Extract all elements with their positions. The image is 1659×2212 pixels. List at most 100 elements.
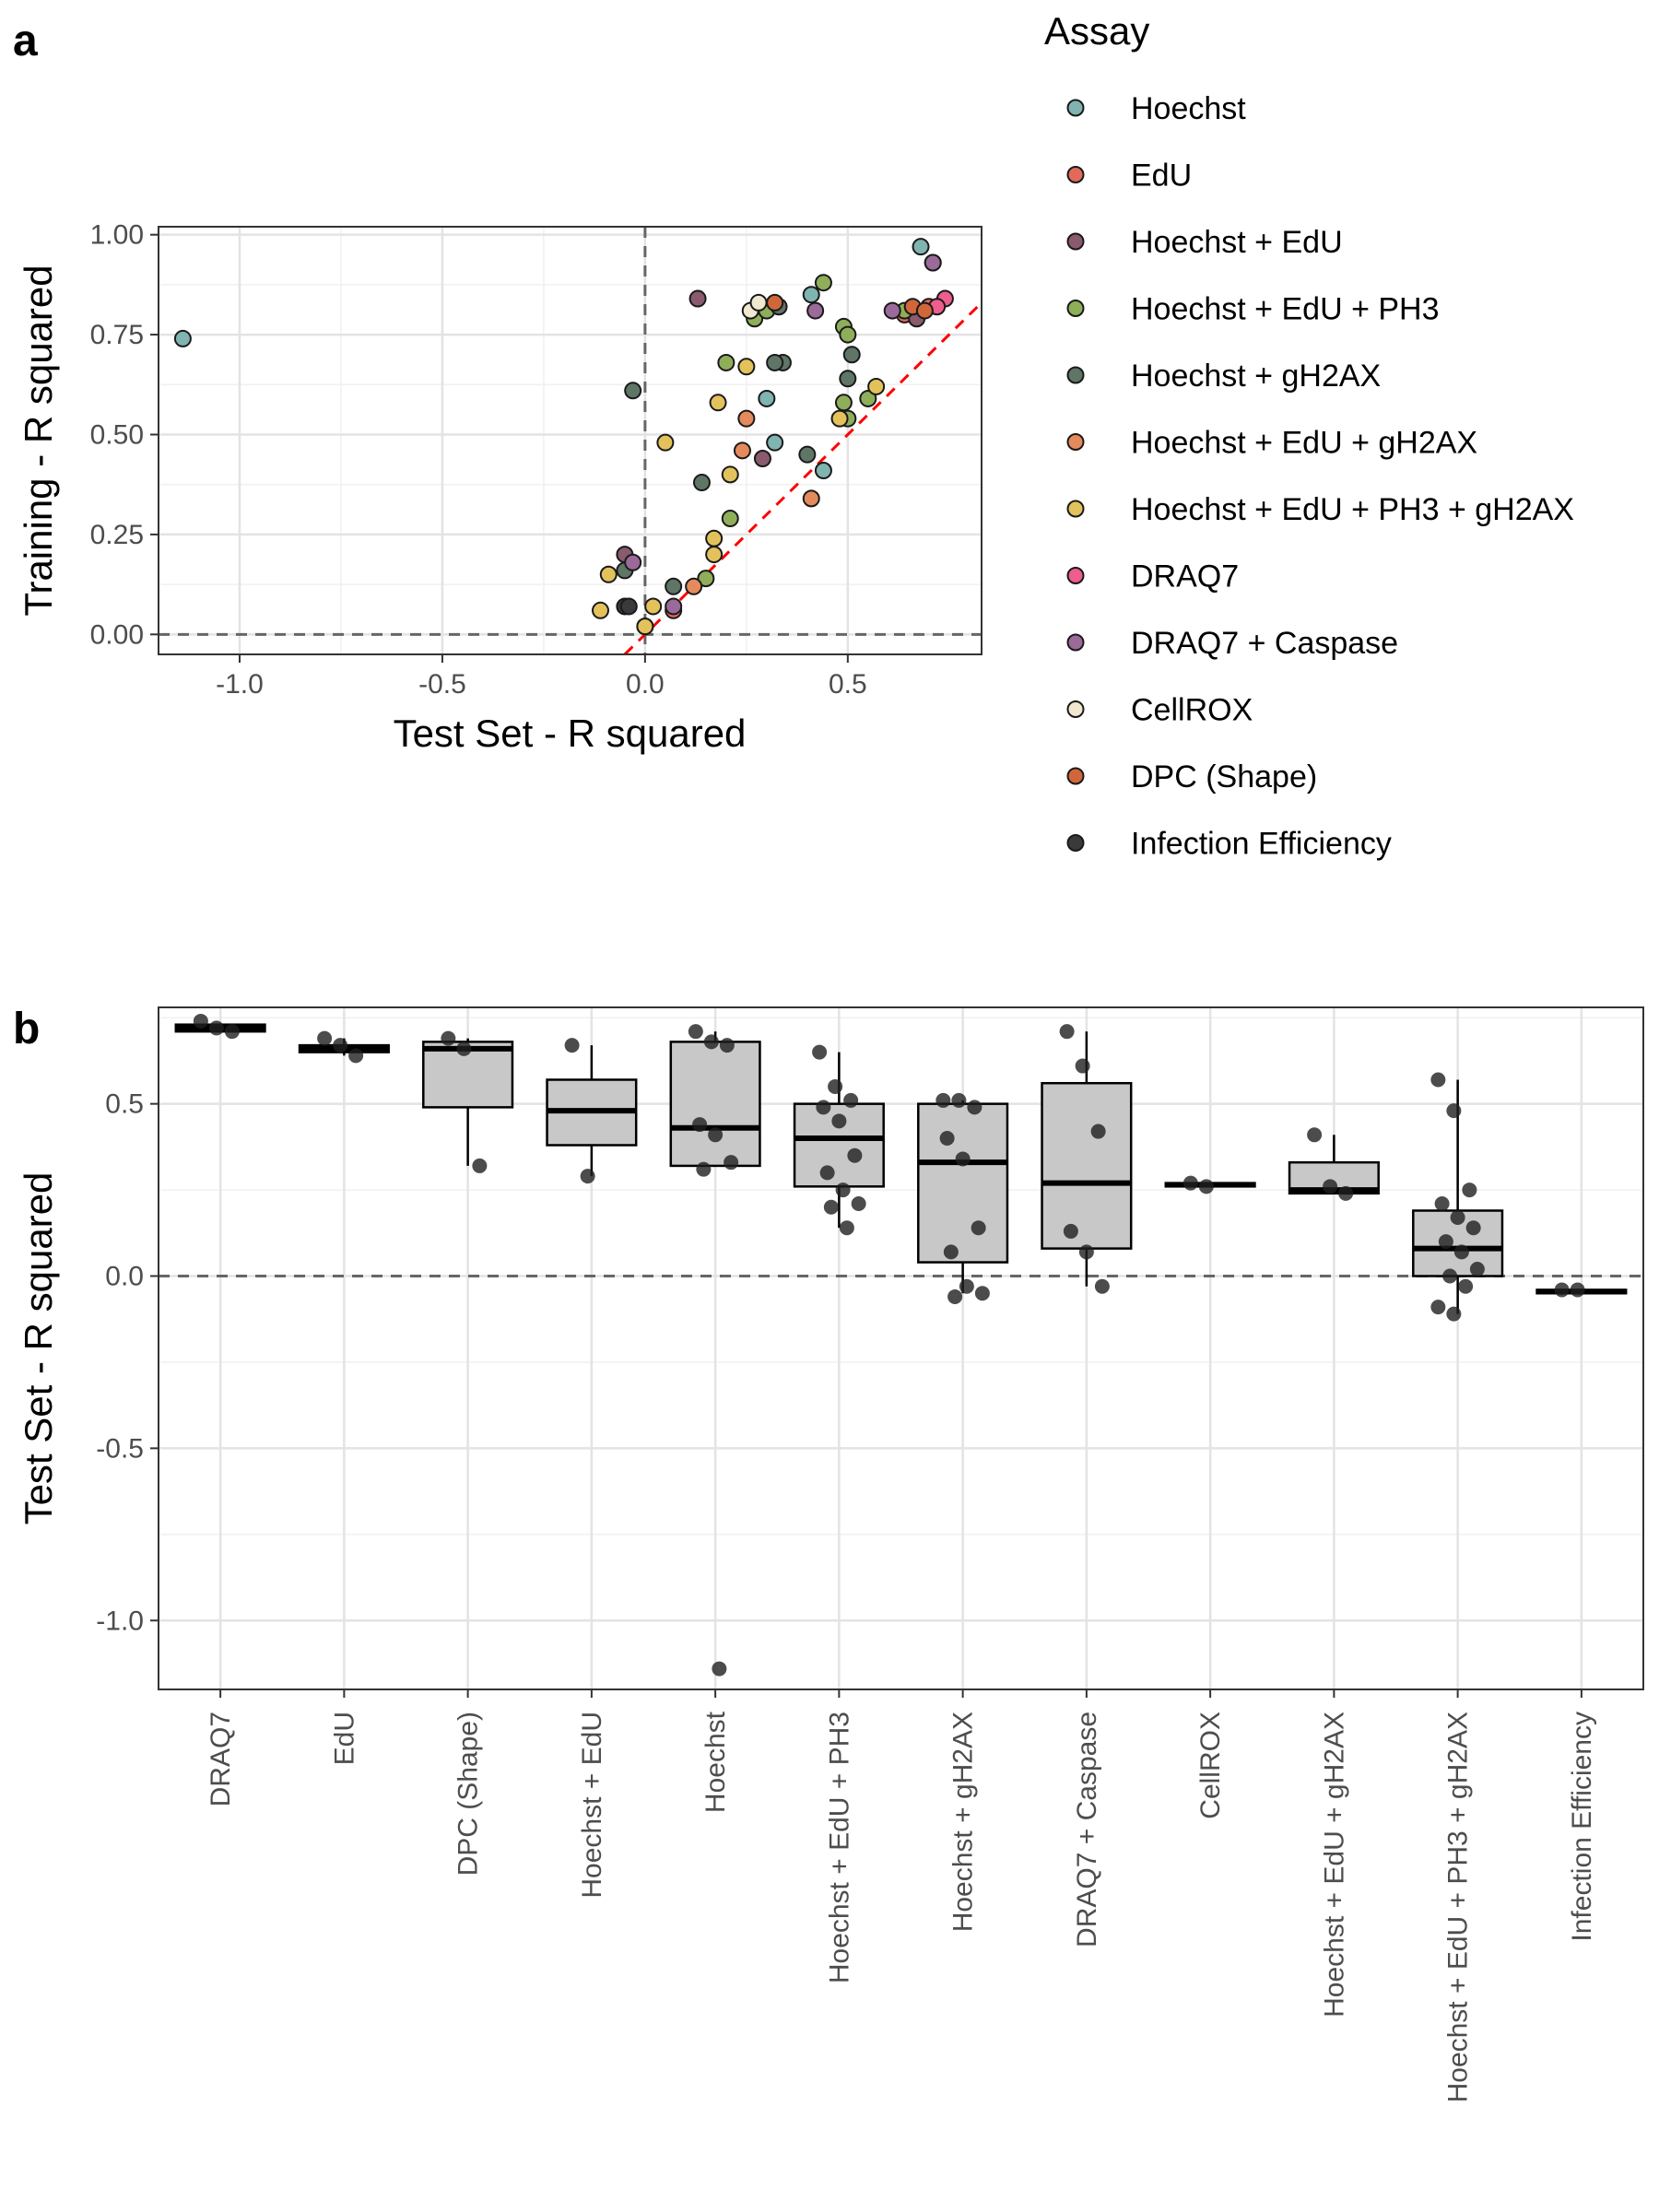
scatter-identity-line <box>623 301 983 656</box>
box-point <box>724 1155 739 1171</box>
box-point <box>1462 1182 1477 1198</box>
box-point <box>1430 1072 1446 1088</box>
box-point <box>1438 1234 1453 1250</box>
box-point <box>812 1044 828 1060</box>
box-point <box>703 1034 719 1050</box>
box <box>669 1031 761 1168</box>
scatter-point <box>814 462 832 480</box>
box-point <box>1182 1175 1198 1191</box>
box-point <box>851 1196 866 1212</box>
boxplot-x-tick-label: DRAQ7 + Caspase <box>1072 1712 1102 1947</box>
legend-swatch <box>1066 232 1085 251</box>
scatter-point <box>766 353 784 371</box>
scatter-point <box>859 389 877 407</box>
box-point <box>564 1038 580 1053</box>
scatter-point <box>798 445 817 464</box>
scatter-panel: -1.0 -0.5 0.0 0.5 0.00 0.25 0.50 0.75 1.00 Test… <box>17 220 983 755</box>
box-point <box>1446 1103 1462 1119</box>
box-point <box>1090 1124 1106 1139</box>
box-point <box>1450 1209 1465 1225</box>
box-point <box>1075 1058 1090 1074</box>
box-point <box>1430 1300 1446 1315</box>
legend-entry-label: DRAQ7 <box>1131 559 1239 594</box>
box-point <box>823 1199 839 1215</box>
scatter-point <box>665 577 683 595</box>
legend-swatch <box>1066 767 1085 785</box>
boxplot-y-tick-label: -1.0 <box>96 1606 144 1636</box>
scatter-point <box>656 433 675 452</box>
scatter-point <box>758 389 776 407</box>
boxplot-x-tick-label: DPC (Shape) <box>453 1712 484 1876</box>
legend-swatch <box>1066 300 1085 317</box>
box-point <box>1453 1244 1469 1260</box>
legend-entry-label: Hoechst + EdU + PH3 + gH2AX <box>1131 492 1574 527</box>
box-point <box>971 1220 986 1236</box>
box-point <box>847 1147 863 1163</box>
scatter-point <box>814 274 832 292</box>
scatter-point <box>912 238 930 256</box>
box-body <box>669 1041 761 1168</box>
scatter-y-ticks: 0.00 0.25 0.50 0.75 1.00 <box>90 220 159 650</box>
boxplot-panel: DRAQ7 EdU DPC (Shape) Hoechst + EdU Hoechst H… <box>17 1006 1644 2102</box>
legend-entry-label: Hoechst + EdU + PH3 <box>1131 292 1440 327</box>
scatter-y-axis-label: Training - R squared <box>17 265 60 616</box>
legend-swatch <box>1066 633 1085 652</box>
scatter-x-ticks: -1.0 -0.5 0.0 0.5 <box>216 654 867 700</box>
scatter-point <box>915 301 934 320</box>
box-point <box>1442 1268 1458 1284</box>
box-body <box>1041 1081 1133 1250</box>
box-point <box>1434 1196 1450 1212</box>
scatter-point <box>830 409 849 428</box>
scatter-point <box>839 370 857 388</box>
scatter-point <box>842 346 861 364</box>
legend-entry-label: DRAQ7 + Caspase <box>1131 626 1398 661</box>
box-point <box>816 1100 831 1115</box>
scatter-plot-border <box>158 226 982 655</box>
boxplot-boxes <box>174 1023 1628 1314</box>
box-point <box>1059 1024 1075 1040</box>
scatter-point <box>766 433 784 452</box>
box-point <box>955 1151 971 1167</box>
box-point <box>943 1244 959 1260</box>
scatter-point <box>802 286 820 304</box>
box <box>1288 1135 1380 1195</box>
box <box>1041 1031 1133 1287</box>
panel-b-label: b <box>13 1005 40 1053</box>
box-point <box>348 1048 364 1064</box>
legend-entry-label: EdU <box>1131 159 1192 194</box>
boxplot-y-tick-label: 0.5 <box>105 1089 144 1120</box>
boxplot-x-tick-label: DRAQ7 <box>206 1712 236 1806</box>
scatter-point <box>749 293 768 312</box>
scatter-point <box>599 565 618 583</box>
box-point <box>696 1161 712 1177</box>
box-point <box>224 1024 240 1040</box>
box-body <box>917 1102 1009 1264</box>
scatter-point <box>737 409 756 428</box>
legend-entry-label: DPC (Shape) <box>1131 759 1317 794</box>
scatter-point <box>721 510 739 528</box>
boxplot-y-tick-label: 0.0 <box>105 1262 144 1292</box>
scatter-point <box>721 465 739 484</box>
scatter-point <box>867 377 886 395</box>
scatter-point <box>685 577 703 595</box>
scatter-point <box>688 289 707 308</box>
scatter-point <box>883 301 901 320</box>
box-point <box>839 1220 854 1236</box>
box-point <box>1338 1185 1354 1201</box>
box-point <box>333 1038 348 1053</box>
box-point <box>708 1127 724 1143</box>
scatter-point <box>802 489 820 508</box>
box-point <box>974 1286 990 1301</box>
legend-swatch <box>1066 166 1085 183</box>
scatter-x-axis-label: Test Set - R squared <box>394 712 747 755</box>
scatter-x-tick-label: -0.5 <box>418 669 466 700</box>
box-point <box>712 1661 727 1677</box>
box-point <box>719 1038 735 1053</box>
scatter-point <box>766 293 784 312</box>
box-point <box>692 1117 708 1133</box>
scatter-point <box>733 441 751 460</box>
box-point <box>1323 1179 1338 1194</box>
boxplot-plot-border <box>158 1006 1644 1690</box>
legend-items: Hoechst EdU Hoechst + EdU Hoechst + EdU + P… <box>1066 91 1574 862</box>
